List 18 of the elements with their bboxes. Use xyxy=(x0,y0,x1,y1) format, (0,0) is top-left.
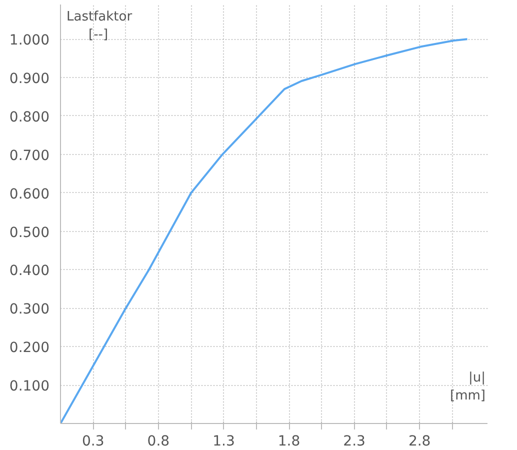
y-tick-label: 0.100 xyxy=(9,378,50,395)
x-tick-label: 1.8 xyxy=(278,434,300,450)
y-tick-label: 1.000 xyxy=(9,32,50,49)
x-axis-title: |u| [mm] xyxy=(450,370,486,404)
x-tick-label: 0.3 xyxy=(82,434,104,450)
y-tick-label: 0.500 xyxy=(9,224,50,241)
y-axis-title: Lastfaktor [--] xyxy=(66,10,133,42)
y-tick-label: 0.600 xyxy=(9,186,50,202)
y-tick-label: 0.700 xyxy=(9,148,50,164)
x-tick-label: 0.8 xyxy=(147,434,170,450)
y-tick-label: 0.900 xyxy=(9,71,50,88)
y-tick-label: 0.200 xyxy=(9,340,50,356)
y-tick-label: 0.800 xyxy=(9,109,50,126)
y-tick-label: 0.300 xyxy=(9,302,50,318)
y-tick-label: 0.400 xyxy=(9,263,50,280)
x-tick-label: 2.3 xyxy=(343,434,366,450)
x-tick-label: 2.8 xyxy=(408,434,431,450)
x-tick-label: 1.3 xyxy=(212,434,235,450)
